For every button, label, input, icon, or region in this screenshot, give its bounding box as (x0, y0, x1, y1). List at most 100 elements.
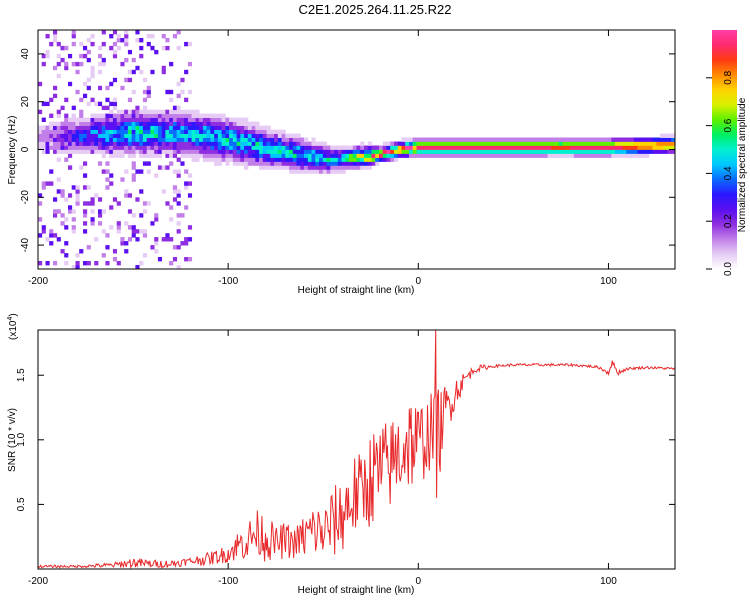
spectrogram-cell (184, 137, 189, 142)
spectrogram-cell (326, 165, 331, 170)
spectrogram-cell (116, 221, 121, 226)
spectrogram-cell (255, 149, 260, 154)
spectrogram-cell (112, 49, 118, 55)
spectrogram-cell (150, 113, 155, 118)
spectrogram-cell (401, 153, 406, 158)
spectrogram-cell (56, 177, 61, 182)
spectrogram-cell (360, 149, 365, 154)
spectrogram-cell (90, 73, 95, 79)
spectrogram-cell (75, 137, 80, 142)
spectrogram-cell (101, 169, 106, 174)
spectrogram-cell (60, 149, 65, 154)
spectrogram-cell (124, 241, 129, 246)
spectrogram-cell (94, 129, 99, 134)
spectrogram-cell (281, 141, 286, 146)
spectrogram-cell (184, 69, 189, 75)
spectrogram-cell (229, 141, 234, 146)
spectrogram-cell (225, 145, 230, 150)
spectrogram-cell (251, 157, 256, 162)
snr-x-tick-label: 100 (600, 576, 617, 587)
spectrogram-cell (112, 257, 118, 262)
spectrogram-cell (154, 145, 159, 150)
spectrogram-cell (221, 145, 226, 150)
spectrogram-cell (663, 149, 668, 154)
spectrogram-cell (274, 165, 279, 170)
spectrogram-cell (176, 141, 181, 146)
spectrogram-cell (375, 157, 380, 162)
spectrogram-cell (641, 141, 646, 146)
spectrogram-cell (356, 145, 361, 150)
spectrogram-cell (187, 137, 193, 142)
spectrogram-cell (49, 241, 54, 246)
spectrogram-cell (60, 141, 65, 146)
spectrogram-cell (49, 181, 54, 186)
spectrogram-cell (94, 113, 99, 118)
spectrogram-cell (187, 193, 193, 198)
spectrogram-cell (142, 201, 148, 206)
spectrogram-cell (232, 133, 237, 138)
spectrogram-cell (341, 165, 346, 170)
spectrogram-cell (259, 137, 264, 142)
spectrogram-cell (221, 133, 226, 138)
spectrogram-cell (315, 161, 320, 166)
spectrogram-cell (109, 145, 114, 150)
spectrogram-cell (176, 113, 181, 118)
spectrogram-cell (217, 141, 223, 146)
spectrogram-cell (251, 125, 256, 130)
spectrogram-cell (68, 125, 73, 130)
spectrogram-cell (146, 89, 151, 95)
spectrogram-cell (184, 205, 189, 210)
spectrogram-cell (240, 125, 245, 130)
spectrogram-cell (517, 153, 522, 158)
spectrogram-cell (184, 145, 189, 150)
spectrogram-cell (450, 137, 455, 142)
spectrogram-cell (180, 113, 185, 118)
spectrogram-cell (217, 145, 223, 150)
spectrogram-cell (506, 149, 511, 154)
spectrogram-cell (596, 145, 601, 150)
spectrogram-cell (41, 225, 46, 230)
spectrogram-cell (150, 149, 155, 154)
spectrogram-cell (131, 89, 136, 95)
spectrogram-cell (345, 149, 350, 154)
spectrogram-cell (416, 149, 421, 154)
spectrogram-cell (281, 165, 286, 170)
spectrogram-cell (615, 141, 620, 146)
spectrogram-cell (139, 121, 144, 126)
spectrogram-cell (409, 149, 414, 154)
svg-text:(x104): (x104) (7, 313, 19, 340)
spectrogram-cell (169, 153, 174, 158)
spectrogram-cell (142, 153, 148, 158)
spectrogram-cell (214, 133, 219, 138)
spectrogram-cell (68, 205, 73, 210)
spectrogram-cell (472, 149, 477, 154)
spectrogram-cell (127, 193, 133, 198)
spectrogram-cell (390, 153, 395, 158)
spectrogram-cell (41, 101, 46, 107)
spectrogram-cell (105, 233, 110, 238)
spectrogram-cell (109, 113, 114, 118)
spectrogram-cell (292, 169, 297, 174)
spectrogram-cell (214, 125, 219, 130)
spectrogram-cell (124, 129, 129, 134)
spectrogram-cell (116, 45, 121, 51)
spectrogram-cell (345, 161, 350, 166)
colorbar: 0.00.20.40.60.8 Normalized spectral ampl… (706, 30, 748, 276)
spectrogram-cell (656, 145, 661, 150)
spectrogram-cell (176, 105, 181, 111)
spectrogram-cell (154, 137, 159, 142)
spectrogram-cell (315, 169, 320, 174)
snr-y-tick-label: 0.5 (16, 497, 27, 511)
spectrogram-cell (79, 145, 84, 150)
spectrogram-cell (232, 125, 237, 130)
spectrogram-cell (105, 125, 110, 130)
spectrogram-cell (68, 153, 73, 158)
spectrogram-cell (551, 145, 556, 150)
spectrogram-cell (146, 109, 151, 115)
spectrogram-cell (244, 157, 249, 162)
spectrogram-cell (191, 121, 196, 126)
spectrogram-cell (225, 121, 230, 126)
spectrogram-cell (64, 197, 69, 202)
spectrogram-cell (259, 125, 264, 130)
spectrogram-cell (427, 137, 432, 142)
